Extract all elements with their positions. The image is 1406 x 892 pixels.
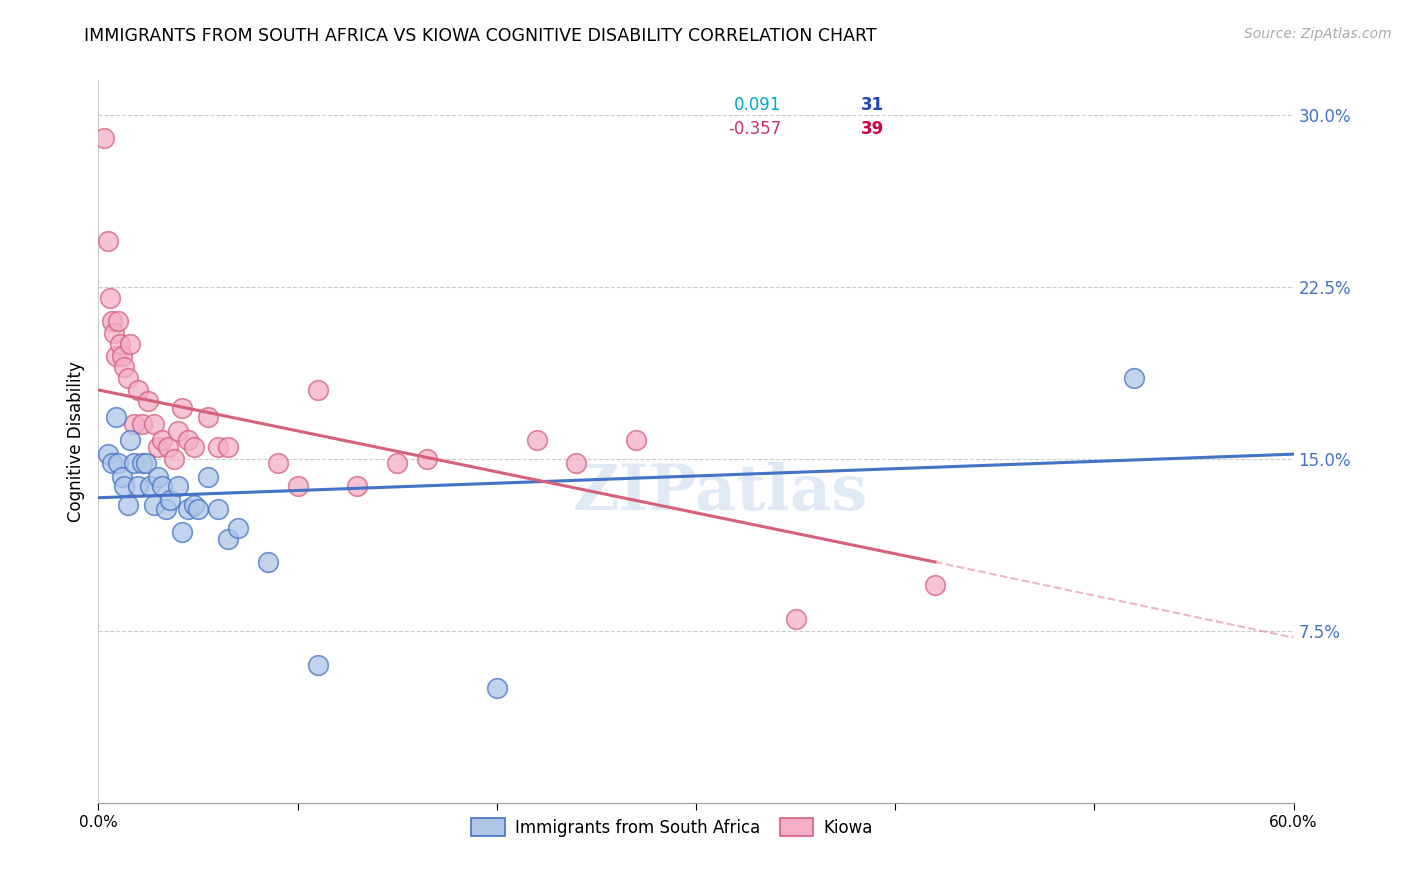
Legend: Immigrants from South Africa, Kiowa: Immigrants from South Africa, Kiowa (463, 810, 882, 845)
Point (485, 681, 508, 695)
Point (111, 349, 134, 363)
Point (143, 498, 166, 512)
Point (207, 502, 229, 516)
Point (101, 456, 124, 470)
Point (565, 456, 588, 470)
Point (183, 440, 205, 454)
Point (155, 502, 177, 516)
Point (117, 371, 139, 385)
Point (785, 612, 807, 626)
Point (105, 349, 128, 363)
Point (207, 440, 229, 454)
Point (101, 314, 124, 328)
Point (93, 130, 115, 145)
Point (157, 440, 180, 454)
Point (107, 314, 129, 328)
Point (172, 401, 194, 416)
Point (135, 456, 157, 470)
Point (127, 383, 149, 397)
Point (103, 326, 125, 340)
Point (167, 424, 190, 438)
Point (177, 434, 200, 448)
Text: ZIPatlas: ZIPatlas (572, 462, 868, 523)
Point (226, 520, 249, 534)
Point (172, 525, 194, 540)
Point (385, 456, 409, 470)
Point (217, 532, 239, 546)
Point (111, 470, 134, 484)
Point (267, 456, 290, 470)
Point (307, 383, 329, 397)
Point (183, 498, 205, 512)
Point (1123, 371, 1146, 385)
Point (167, 479, 190, 493)
Point (287, 479, 309, 493)
Point (256, 555, 278, 569)
Text: 0.091: 0.091 (734, 95, 782, 114)
Point (150, 479, 173, 493)
Text: Source: ZipAtlas.com: Source: ZipAtlas.com (1244, 27, 1392, 41)
Point (307, 658, 329, 673)
Y-axis label: Cognitive Disability: Cognitive Disability (66, 361, 84, 522)
Point (416, 451, 439, 466)
Point (143, 417, 166, 432)
Point (346, 479, 368, 493)
Point (105, 410, 128, 425)
Point (110, 337, 132, 351)
Point (148, 440, 170, 454)
Point (924, 578, 946, 592)
Point (197, 410, 219, 425)
Point (159, 493, 181, 508)
Point (124, 456, 146, 470)
Point (131, 456, 153, 470)
Point (150, 434, 173, 448)
Point (187, 502, 209, 516)
Point (107, 456, 129, 470)
Point (120, 434, 142, 448)
Text: -0.357: -0.357 (728, 120, 782, 137)
Point (197, 470, 219, 484)
Point (124, 417, 146, 432)
Point (97, 447, 120, 461)
Text: 39: 39 (860, 120, 884, 137)
Point (98, 291, 122, 305)
Point (177, 502, 200, 516)
Point (120, 337, 142, 351)
Point (139, 479, 162, 493)
Text: 31: 31 (860, 95, 884, 114)
Point (217, 440, 239, 454)
Point (127, 479, 149, 493)
Point (136, 394, 159, 409)
Point (148, 470, 170, 484)
Point (526, 434, 548, 448)
Point (131, 417, 153, 432)
Point (97, 234, 120, 248)
Point (626, 434, 648, 448)
Point (117, 498, 139, 512)
Point (112, 479, 135, 493)
Point (163, 451, 186, 466)
Text: IMMIGRANTS FROM SOUTH AFRICA VS KIOWA COGNITIVE DISABILITY CORRELATION CHART: IMMIGRANTS FROM SOUTH AFRICA VS KIOWA CO… (84, 27, 877, 45)
Point (112, 359, 135, 374)
